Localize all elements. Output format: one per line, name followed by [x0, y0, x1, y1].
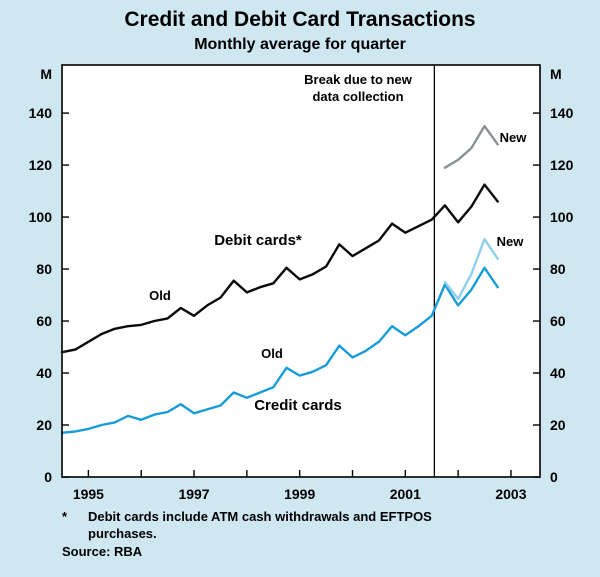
credit-new-line: [443, 237, 499, 301]
y-tick-label-right: 60: [550, 313, 566, 329]
x-tick-label: 1997: [178, 486, 209, 502]
x-tick-label: 2003: [495, 486, 526, 502]
x-tick-label: 2001: [390, 486, 421, 502]
y-tick-label-right: 40: [550, 365, 566, 381]
chart-title: Credit and Debit Card Transactions: [124, 8, 476, 31]
debit-old-label: Old: [149, 288, 171, 303]
footnote-marker: *: [62, 509, 68, 524]
y-tick-label-left: 140: [29, 105, 53, 121]
footnote-text-line1: Debit cards include ATM cash withdrawals…: [88, 509, 432, 524]
x-tick-label: 1999: [284, 486, 315, 502]
y-tick-label-left: 60: [36, 313, 52, 329]
chart-dynamic-layer: 0 0 20 20 40 40 60 60 80 80 100 100 120 120 140 140 1995…: [29, 65, 574, 502]
debit-old-line: [60, 183, 499, 354]
chart-subtitle: Monthly average for quarter: [194, 36, 406, 53]
credit-cards-label: Credit cards: [254, 397, 342, 414]
y-tick-label-left: 100: [29, 209, 53, 225]
y-tick-label-left: 120: [29, 157, 53, 173]
debit-new-line: [443, 124, 499, 169]
y-tick-label-right: 20: [550, 417, 566, 433]
plot-frame: [61, 64, 541, 478]
plot-area: [62, 65, 540, 477]
credit-new-label: New: [497, 234, 525, 249]
y-tick-label-right: 140: [550, 105, 574, 121]
source-note: Source: RBA: [62, 544, 143, 559]
unit-label-right: M: [550, 66, 562, 82]
y-tick-label-right: 0: [550, 469, 558, 485]
footnote: * Debit cards include ATM cash withdrawa…: [62, 508, 552, 542]
y-tick-label-left: 80: [36, 261, 52, 277]
y-tick-label-left: 20: [36, 417, 52, 433]
y-tick-label-right: 80: [550, 261, 566, 277]
y-tick-label-right: 100: [550, 209, 574, 225]
y-tick-label-right: 120: [550, 157, 574, 173]
y-tick-label-left: 40: [36, 365, 52, 381]
debit-cards-label: Debit cards*: [214, 232, 302, 249]
y-tick-label-left: 0: [44, 469, 52, 485]
credit-old-label: Old: [261, 346, 283, 361]
unit-label-left: M: [40, 66, 52, 82]
debit-new-label: New: [500, 130, 528, 145]
break-note-line2: data collection: [312, 89, 403, 104]
footnote-line1: * Debit cards include ATM cash withdrawa…: [62, 508, 552, 525]
footnote-text-line2: purchases.: [88, 526, 157, 541]
x-tick-label: 1995: [73, 486, 104, 502]
credit-old-line: [60, 266, 499, 434]
break-note-line1: Break due to new: [304, 72, 413, 87]
